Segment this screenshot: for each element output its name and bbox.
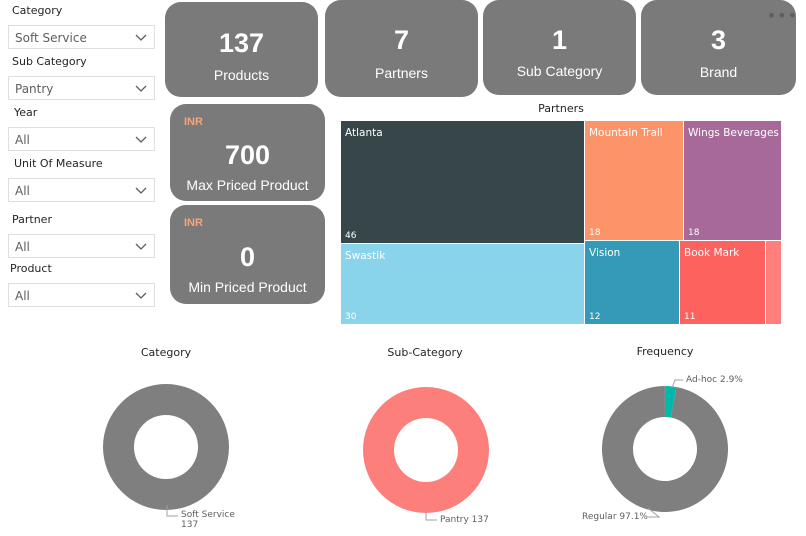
slicer-label: Product xyxy=(10,262,52,275)
ellipsis-icon[interactable]: ••• xyxy=(766,6,798,25)
subcategory-chart-title: Sub-Category xyxy=(387,346,463,359)
treemap-tile-atlanta[interactable]: Atlanta 46 xyxy=(341,121,584,243)
max-price-card[interactable]: INR 700 Max Priced Product xyxy=(170,104,325,201)
tile-value: 46 xyxy=(345,231,357,241)
card-label: Partners xyxy=(375,65,428,81)
unit-of-measure-dropdown[interactable]: All xyxy=(8,178,155,202)
category-label-value: 137 xyxy=(181,520,199,530)
card-value: 137 xyxy=(218,28,265,58)
card-label: Min Priced Product xyxy=(188,279,307,295)
tile-label: Book Mark xyxy=(684,247,740,259)
card-value: 7 xyxy=(393,25,410,55)
treemap-tile-mountain-trail[interactable]: Mountain Trail 18 xyxy=(585,121,683,240)
subcategory-dropdown[interactable]: Pantry xyxy=(8,76,155,100)
chevron-down-icon xyxy=(135,136,147,143)
tile-value: 30 xyxy=(345,312,357,322)
subcategory-card[interactable]: 1 Sub Category xyxy=(483,0,636,95)
leader-line xyxy=(671,379,683,389)
treemap-tile-vision[interactable]: Vision 12 xyxy=(585,241,679,324)
donut-slice-regular[interactable] xyxy=(602,386,729,513)
tile-label: Wings Beverages xyxy=(688,127,779,139)
donut-slice-pantry[interactable] xyxy=(363,387,489,513)
treemap-tile-book-mark[interactable]: Book Mark 11 xyxy=(680,241,765,324)
leader-line xyxy=(425,510,437,521)
card-label: Products xyxy=(213,67,270,83)
products-card[interactable]: 137 Products xyxy=(165,2,318,97)
treemap-tile-swastik[interactable]: Swastik 30 xyxy=(341,244,584,324)
card-label: Brand xyxy=(699,64,738,80)
min-price-card[interactable]: INR 0 Min Priced Product xyxy=(170,205,325,304)
category-dropdown[interactable]: Soft Service xyxy=(8,25,155,49)
tile-label: Mountain Trail xyxy=(589,127,663,139)
adhoc-data-label: Ad-hoc 2.9% xyxy=(686,375,743,385)
treemap-title: Partners xyxy=(538,102,584,115)
slicer-label: Year xyxy=(14,106,38,119)
tile-value: 11 xyxy=(684,312,696,322)
card-label: Sub Category xyxy=(516,63,603,79)
category-chart-title: Category xyxy=(140,346,192,359)
card-value: 3 xyxy=(710,25,727,55)
dropdown-value: All xyxy=(15,240,30,254)
product-dropdown[interactable]: All xyxy=(8,283,155,307)
leader-line xyxy=(647,507,661,518)
treemap-tile-wings-beverages[interactable]: Wings Beverages 18 xyxy=(684,121,781,240)
category-label-name: Soft Service xyxy=(181,510,235,520)
chevron-down-icon xyxy=(135,187,147,194)
treemap-tile-other[interactable] xyxy=(766,241,781,324)
category-data-label: Soft Service 137 xyxy=(181,510,235,530)
tile-label: Atlanta xyxy=(345,127,383,139)
dropdown-value: All xyxy=(15,184,30,198)
chevron-down-icon xyxy=(135,85,147,92)
currency-label: INR xyxy=(184,116,203,128)
partners-card[interactable]: 7 Partners xyxy=(325,0,478,97)
tile-value: 18 xyxy=(589,228,601,238)
card-label: Max Priced Product xyxy=(186,177,309,193)
slicer-label: Category xyxy=(12,4,63,17)
dropdown-value: All xyxy=(15,289,30,303)
dropdown-value: All xyxy=(15,133,30,147)
card-value: 1 xyxy=(551,25,568,55)
regular-data-label: Regular 97.1% xyxy=(582,512,648,522)
slicer-label: Unit Of Measure xyxy=(14,157,103,170)
tile-value: 12 xyxy=(589,312,601,322)
donut-slice-adhoc[interactable] xyxy=(665,386,677,418)
year-dropdown[interactable]: All xyxy=(8,127,155,151)
subcategory-data-label: Pantry 137 xyxy=(440,515,489,525)
chevron-down-icon xyxy=(135,292,147,299)
card-value: 700 xyxy=(224,140,271,170)
slicer-label: Sub Category xyxy=(12,55,87,68)
brand-card[interactable]: 3 Brand xyxy=(641,0,796,95)
chevron-down-icon xyxy=(135,34,147,41)
currency-label: INR xyxy=(184,217,203,229)
frequency-chart-title: Frequency xyxy=(636,345,694,358)
dropdown-value: Soft Service xyxy=(15,31,87,45)
tile-value: 18 xyxy=(688,228,700,238)
tile-label: Vision xyxy=(589,247,621,259)
donut-slice-soft-service[interactable] xyxy=(103,384,229,510)
partner-dropdown[interactable]: All xyxy=(8,234,155,258)
chevron-down-icon xyxy=(135,243,147,250)
slicer-label: Partner xyxy=(12,213,52,226)
dropdown-value: Pantry xyxy=(15,82,54,96)
leader-line xyxy=(166,505,178,517)
card-value: 0 xyxy=(239,242,256,272)
tile-label: Swastik xyxy=(345,250,386,262)
